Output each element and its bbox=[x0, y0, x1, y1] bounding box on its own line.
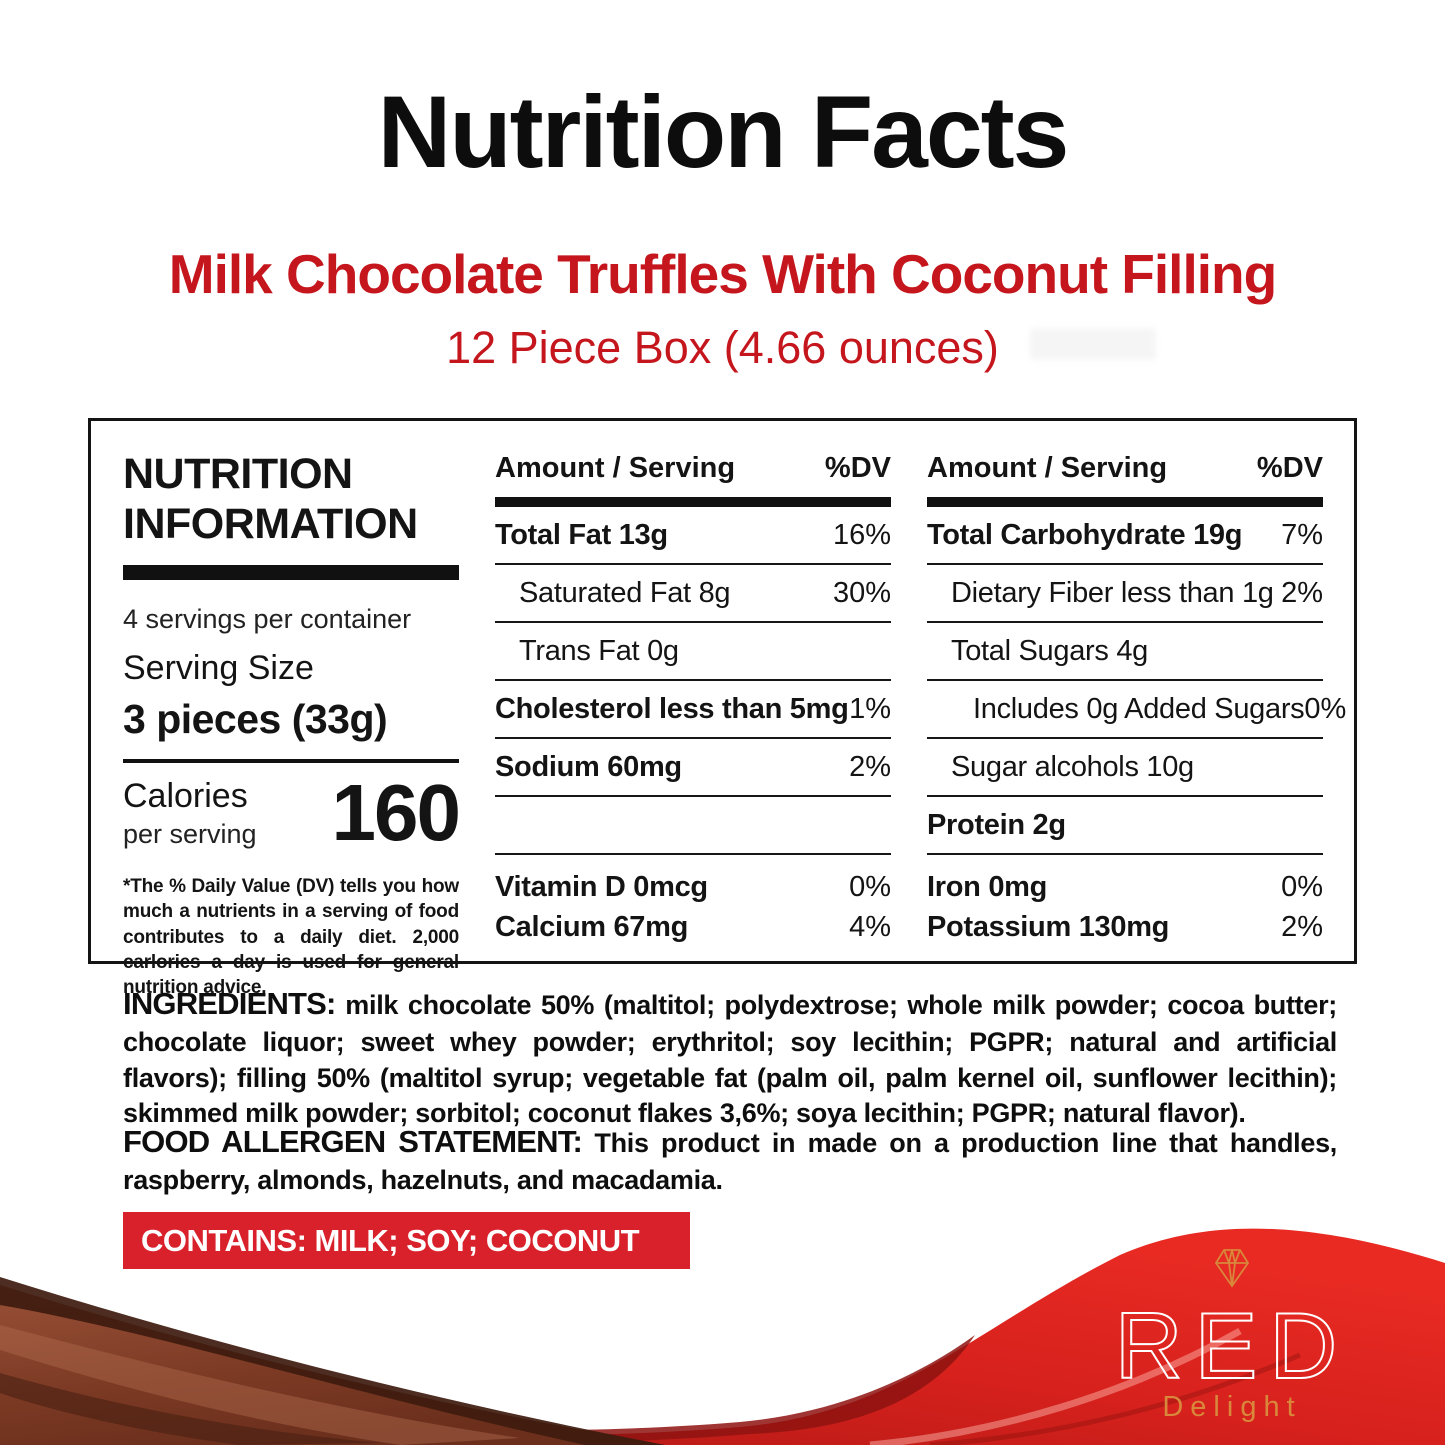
nutrient-label: Potassium 130mg bbox=[927, 910, 1170, 943]
serving-size-value: 3 pieces (33g) bbox=[123, 695, 388, 742]
nutrient-row-added-sugars: Includes 0g Added Sugars 0% bbox=[927, 681, 1346, 739]
nutrient-row-cholesterol: Cholesterol less than 5mg 1% bbox=[495, 681, 891, 739]
contains-banner: CONTAINS: MILK; SOY; COCONUT bbox=[123, 1212, 690, 1269]
nutrient-row-iron: Iron 0mg 0% bbox=[927, 867, 1323, 907]
nutrient-row-dietary-fiber: Dietary Fiber less than 1g 2% bbox=[927, 565, 1323, 623]
nutrient-column-2: Amount / Serving %DV Total Carbohydrate … bbox=[927, 449, 1346, 1001]
nutrient-dv: 30% bbox=[832, 576, 891, 609]
chocolate-wave-sheen bbox=[0, 1325, 520, 1445]
nutrient-row-calcium: Calcium 67mg 4% bbox=[495, 907, 891, 947]
nutrient-label: Calcium 67mg bbox=[495, 910, 689, 943]
divider-thick bbox=[927, 497, 1323, 507]
divider-thin bbox=[123, 758, 459, 763]
serving-size-label: Serving Size bbox=[123, 648, 314, 687]
ingredients-paragraph: INGREDIENTS: milk chocolate 50% (maltito… bbox=[123, 984, 1337, 1132]
minerals-group: Iron 0mg 0% Potassium 130mg 2% bbox=[927, 867, 1323, 947]
nutrient-row-sodium: Sodium 60mg 2% bbox=[495, 739, 891, 797]
nutrient-label: Vitamin D 0mcg bbox=[495, 870, 708, 903]
contains-banner-text: CONTAINS: MILK; SOY; COCONUT bbox=[141, 1222, 640, 1258]
page-title: Nutrition Facts bbox=[377, 75, 1070, 189]
allergen-lead: FOOD ALLERGEN STATEMENT: bbox=[123, 1124, 583, 1159]
allergen-text: This product in made on a production lin… bbox=[123, 1128, 1337, 1195]
package-size: 12 Piece Box (4.66 ounces) bbox=[446, 322, 999, 373]
column-header: Amount / Serving %DV bbox=[927, 449, 1323, 497]
product-name: Milk Chocolate Truffles With Coconut Fil… bbox=[168, 243, 1277, 305]
nutrient-row-potassium: Potassium 130mg 2% bbox=[927, 907, 1323, 947]
footer-wave-graphic: RED Delight bbox=[0, 1228, 1445, 1445]
panel-title-line1: NUTRITION bbox=[123, 450, 353, 498]
amount-serving-header: Amount / Serving bbox=[927, 452, 1168, 484]
nutrition-info-column: NUTRITION INFORMATION 4 servings per con… bbox=[123, 449, 461, 1001]
brand-subname: Delight bbox=[1162, 1391, 1301, 1423]
nutrient-label: Iron 0mg bbox=[927, 870, 1048, 903]
nutrient-row-total-fat: Total Fat 13g 16% bbox=[495, 507, 891, 565]
nutrient-label: Saturated Fat 8g bbox=[519, 576, 731, 609]
nutrient-row-saturated-fat: Saturated Fat 8g 30% bbox=[495, 565, 891, 623]
nutrient-label: Total Sugars 4g bbox=[951, 634, 1149, 667]
watermark-smudge bbox=[1030, 328, 1156, 360]
nutrient-row-empty bbox=[495, 797, 891, 855]
nutrient-dv: 4% bbox=[849, 910, 891, 943]
amount-serving-header: Amount / Serving bbox=[495, 452, 736, 484]
nutrient-dv: 0% bbox=[1281, 870, 1323, 903]
nutrient-dv: 1% bbox=[849, 692, 891, 725]
red-wave bbox=[0, 1228, 1445, 1445]
minerals-group: Vitamin D 0mcg 0% Calcium 67mg 4% bbox=[495, 867, 891, 947]
nutrient-label: Sodium 60mg bbox=[495, 750, 682, 783]
calories-row: Calories per serving 160 bbox=[123, 767, 461, 857]
calories-value: 160 bbox=[331, 767, 461, 857]
nutrient-label: Trans Fat 0g bbox=[519, 634, 679, 667]
nutrient-row-total-carbohydrate: Total Carbohydrate 19g 7% bbox=[927, 507, 1323, 565]
panel-title: NUTRITION INFORMATION bbox=[123, 449, 459, 550]
nutrient-label: Total Carbohydrate 19g bbox=[927, 518, 1243, 551]
nutrient-label: Sugar alcohols 10g bbox=[951, 750, 1194, 783]
nutrient-row-protein: Protein 2g bbox=[927, 797, 1323, 855]
nutrient-dv: 7% bbox=[1281, 518, 1323, 551]
divider-thick bbox=[123, 564, 459, 580]
red-wave-highlight bbox=[869, 1327, 1242, 1445]
nutrient-label: Includes 0g Added Sugars bbox=[973, 692, 1305, 725]
chocolate-wave-ridge bbox=[0, 1373, 380, 1445]
divider-thick bbox=[495, 497, 891, 507]
column-header: Amount / Serving %DV bbox=[495, 449, 891, 497]
nutrient-label: Dietary Fiber less than 1g bbox=[951, 576, 1274, 609]
nutrient-label: Total Fat 13g bbox=[495, 518, 668, 551]
nutrient-dv: 0% bbox=[849, 870, 891, 903]
nutrient-dv: 16% bbox=[832, 518, 891, 551]
nutrient-row-trans-fat: Trans Fat 0g bbox=[495, 623, 891, 681]
nutrient-label: Protein 2g bbox=[927, 808, 1066, 841]
nutrient-column-1: Amount / Serving %DV Total Fat 13g 16% S… bbox=[495, 449, 891, 1001]
ingredients-text: milk chocolate 50% (maltitol; polydextro… bbox=[123, 990, 1337, 1129]
nutrition-panel: NUTRITION INFORMATION 4 servings per con… bbox=[88, 418, 1357, 998]
dv-header: %DV bbox=[1256, 452, 1323, 484]
chocolate-wave bbox=[0, 1285, 665, 1445]
nutrient-row-total-sugars: Total Sugars 4g bbox=[927, 623, 1323, 681]
diamond-icon bbox=[1214, 1249, 1250, 1288]
nutrient-row-sugar-alcohols: Sugar alcohols 10g bbox=[927, 739, 1323, 797]
brand-name: RED bbox=[1115, 1293, 1349, 1398]
panel-title-line2: INFORMATION bbox=[123, 500, 418, 549]
nutrient-dv: 0% bbox=[1304, 692, 1347, 725]
nutrient-dv: 2% bbox=[849, 750, 891, 783]
nutrient-dv: 2% bbox=[1281, 576, 1323, 609]
nutrient-row-vitamin-d: Vitamin D 0mcg 0% bbox=[495, 867, 891, 907]
ingredients-lead: INGREDIENTS: bbox=[123, 986, 336, 1021]
red-wave-shadow-line bbox=[929, 1352, 1301, 1445]
servings-per-container: 4 servings per container bbox=[123, 603, 412, 634]
calories-label: Calories bbox=[123, 776, 248, 815]
calories-labels: Calories per serving bbox=[123, 777, 257, 850]
allergen-paragraph: FOOD ALLERGEN STATEMENT: This product in… bbox=[123, 1122, 1337, 1199]
daily-value-footnote: *The % Daily Value (DV) tells you how mu… bbox=[123, 875, 459, 999]
nutrient-dv: 2% bbox=[1281, 910, 1323, 943]
nutrient-label: Cholesterol less than 5mg bbox=[495, 692, 849, 725]
dv-header: %DV bbox=[824, 452, 891, 484]
calories-sub-label: per serving bbox=[123, 818, 257, 849]
